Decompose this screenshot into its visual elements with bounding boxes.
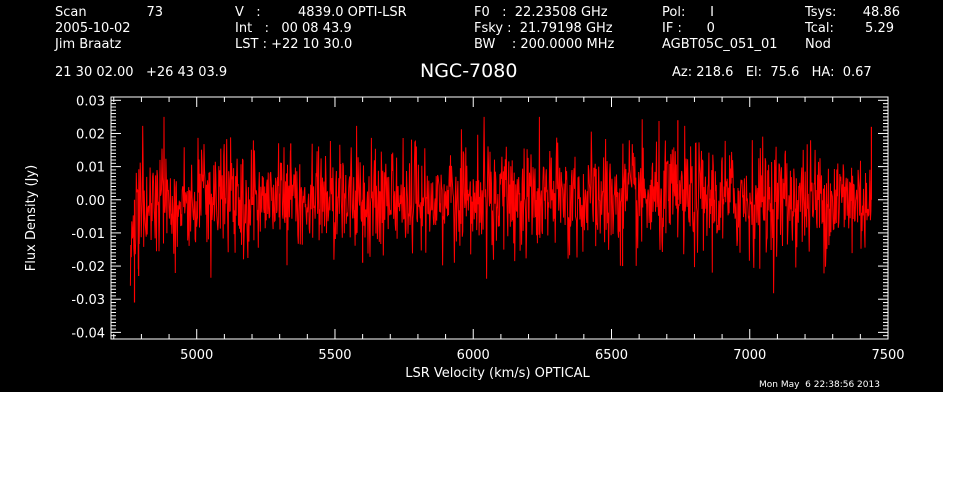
y-tick-label: -0.03 [71,293,105,308]
velocity-label: V : [235,5,261,20]
timestamp: Mon May 6 22:38:56 2013 [759,380,880,390]
az-el-ha: Az: 218.6 El: 75.6 HA: 0.67 [672,65,872,80]
plot-frame [110,96,889,340]
spectrum-line [129,116,872,294]
observer: Jim Braatz [55,37,122,52]
x-tick-label: 5500 [318,348,351,363]
source-coordinates: 21 30 02.00 +26 43 03.9 [55,65,228,80]
polarization: Pol: I [662,5,714,20]
x-axis-label: LSR Velocity (km/s) OPTICAL [405,366,590,381]
labels-layer: 5000 5500 6000 6500 7000 7500 -0.04 -0.03 -0.02 -… [24,94,905,381]
procedure: Nod [805,37,831,52]
x-tick-label: 5000 [180,348,213,363]
y-axis-label: Flux Density (Jy) [24,165,39,271]
velocity-value: 4839.0 OPTI-LSR [298,5,407,20]
x-tick-label: 7000 [733,348,766,363]
integration-time: Int : 00 08 43.9 [235,21,352,36]
series-layer [129,116,873,303]
y-tick-label: -0.01 [71,227,105,242]
y-tick-label: 0.01 [76,161,105,176]
if-number: IF : 0 [662,21,715,36]
axes-layer [110,96,889,340]
tcal-value: 5.29 [865,21,894,36]
y-tick-label: 0.00 [76,194,105,209]
lst: LST : +22 10 30.0 [235,37,353,52]
spectrum-chart: 5000 5500 6000 6500 7000 7500 -0.04 -0.03 -0.02 -… [24,94,905,381]
scan-value: 73 [146,5,163,20]
tsys-label: Tsys: [805,5,837,20]
bandwidth: BW : 200.0000 MHz [474,37,615,52]
project-id: AGBT05C_051_01 [662,37,778,52]
y-tick-label: 0.03 [76,94,105,109]
y-tick-label: 0.02 [76,127,105,142]
y-tick-label: -0.04 [71,326,105,341]
rest-frequency: F0 : 22.23508 GHz [474,5,608,20]
tsys-value: 48.86 [862,5,900,20]
x-tick-label: 6500 [595,348,628,363]
observation-date: 2005-10-02 [55,21,131,36]
chart-title: NGC-7080 [420,60,518,82]
y-tick-label: -0.02 [71,260,105,275]
x-tick-label: 7500 [871,348,904,363]
plot-panel: Scan 73 V : 4839.0 OPTI-LSR F0 : 22.2350… [0,0,943,392]
sky-frequency: Fsky : 21.79198 GHz [474,21,613,36]
tcal-label: Tcal: [805,21,834,36]
scan-label: Scan [55,5,87,20]
x-tick-label: 6000 [457,348,490,363]
